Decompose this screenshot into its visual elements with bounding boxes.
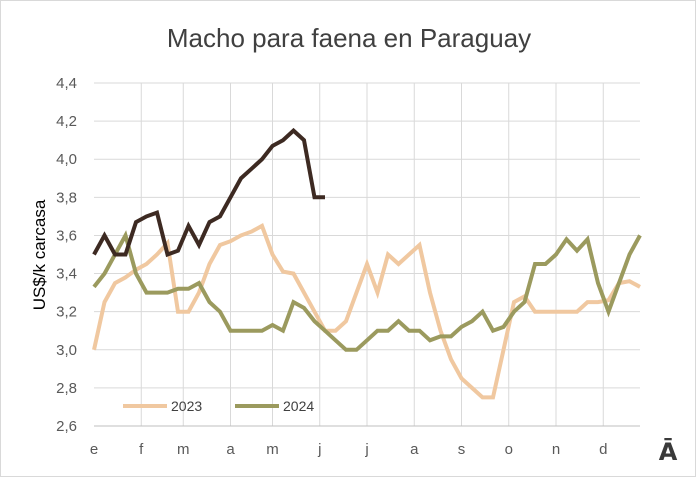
series-line-2024	[92, 230, 642, 352]
legend: 2023 2024	[123, 398, 314, 414]
series-line-3	[92, 127, 325, 258]
chart-title: Macho para faena en Paraguay	[167, 23, 531, 53]
corner-mark: Ā	[659, 437, 678, 466]
x-tick-label: d	[599, 441, 607, 458]
y-tick-label: 3,4	[56, 266, 77, 283]
x-tick-label: j	[364, 441, 368, 458]
x-tick-label: o	[505, 441, 513, 458]
series-line-2023	[92, 223, 641, 400]
legend-label-2023: 2023	[171, 398, 202, 414]
y-tick-label: 3,6	[56, 227, 77, 244]
y-tick-label: 2,6	[56, 418, 77, 435]
y-tick-label: 4,4	[56, 75, 77, 92]
x-tick-label: a	[410, 441, 419, 458]
x-tick-label: m	[177, 441, 190, 458]
x-tick-label: f	[139, 441, 144, 458]
x-tick-label: m	[266, 441, 279, 458]
x-tick-label: n	[552, 441, 560, 458]
y-axis-label: US$/k carcasa	[30, 199, 49, 310]
x-tick-label: s	[458, 441, 466, 458]
y-tick-label: 4,2	[56, 113, 77, 130]
legend-label-2024: 2024	[283, 398, 314, 414]
x-tick-label: e	[90, 441, 98, 458]
x-tick-label: j	[317, 441, 321, 458]
x-tick-label: a	[226, 441, 235, 458]
y-tick-label: 3,2	[56, 304, 77, 321]
y-tick-labels: 2,6 2,8 3,0 3,2 3,4 3,6 3,8 4,0 4,2 4,4	[56, 75, 77, 435]
series-group	[92, 127, 642, 400]
y-tick-label: 3,0	[56, 342, 77, 359]
y-tick-label: 4,0	[56, 151, 77, 168]
y-tick-label: 2,8	[56, 380, 77, 397]
y-tick-label: 3,8	[56, 189, 77, 206]
